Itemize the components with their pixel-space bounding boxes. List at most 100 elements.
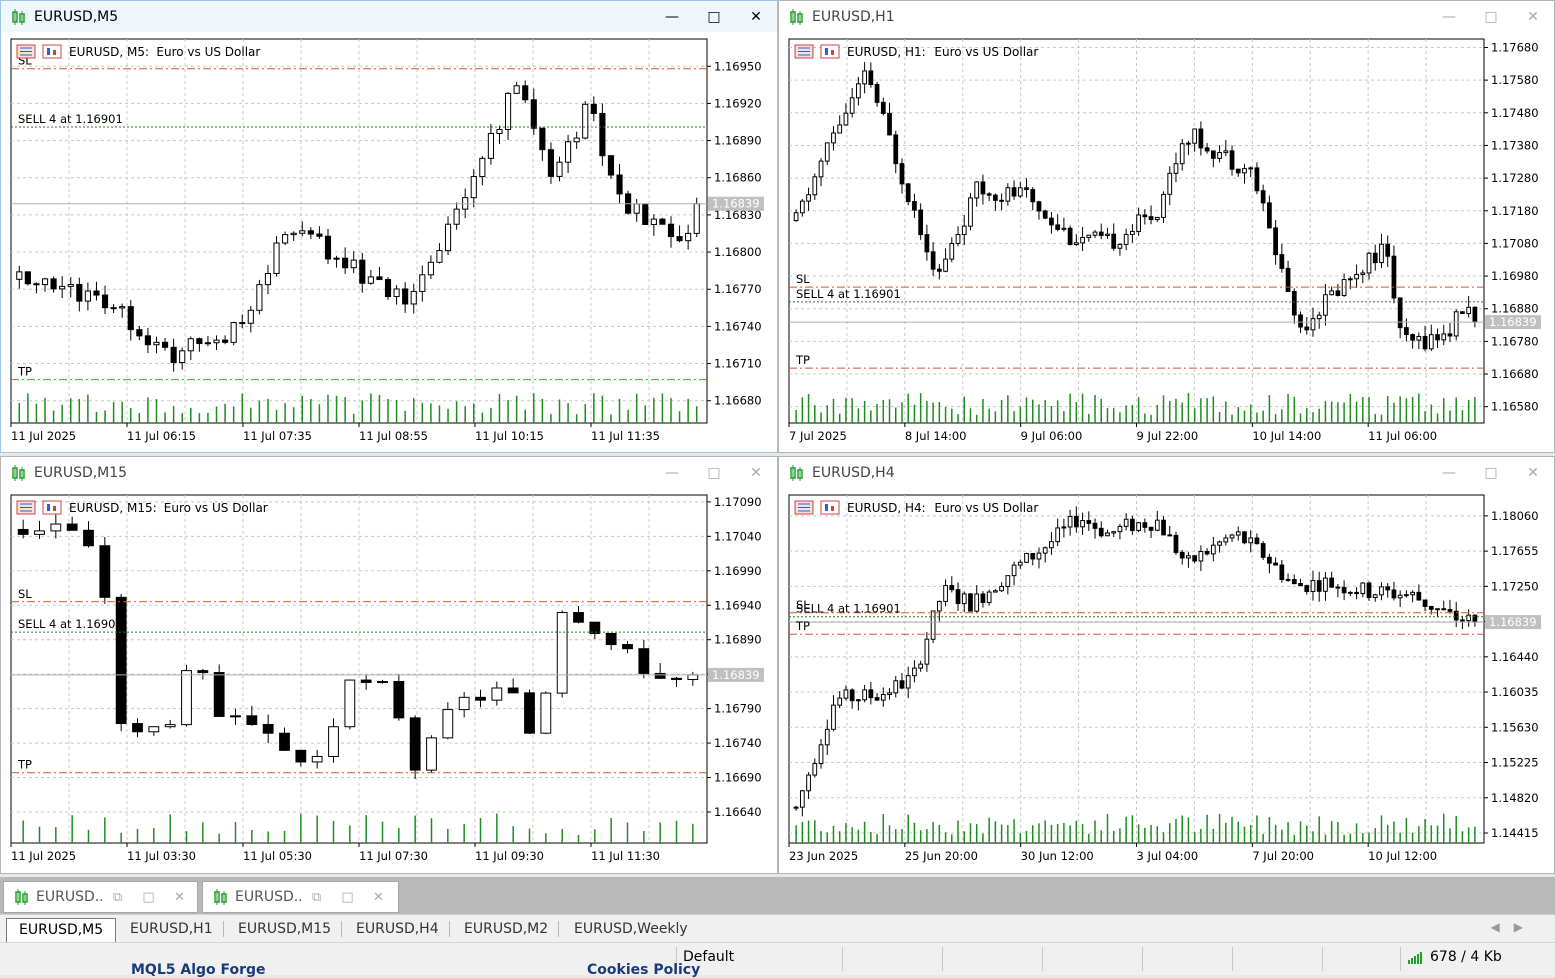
chart-window-h4[interactable]: EURUSD,H4 — □ ✕ 1.18060 1.17655 1.17250 1.1… bbox=[778, 456, 1555, 874]
candle-body bbox=[1260, 543, 1266, 558]
tab-eurusd-h1[interactable]: EURUSD,H1 bbox=[130, 921, 213, 937]
scroll-left-icon[interactable]: ◀ bbox=[1490, 920, 1514, 934]
price-chart[interactable]: 1.17680 1.17580 1.17480 1.17380 1.17280 1.171… bbox=[779, 32, 1554, 453]
candle-body bbox=[1372, 594, 1378, 598]
candle-body bbox=[868, 70, 874, 86]
candle-body bbox=[862, 70, 867, 85]
candle-body bbox=[256, 284, 263, 311]
maximize-icon[interactable]: □ bbox=[341, 889, 354, 905]
candle-body bbox=[547, 149, 555, 177]
close-icon[interactable]: ✕ bbox=[750, 464, 762, 481]
candle-body bbox=[359, 259, 366, 284]
candle-body bbox=[1030, 553, 1036, 560]
candle-body bbox=[402, 288, 409, 305]
candle-body bbox=[1123, 518, 1129, 527]
candle-body bbox=[1391, 255, 1397, 299]
y-tick-label: 1.16740 bbox=[714, 736, 762, 750]
maximize-icon[interactable]: □ bbox=[1484, 464, 1498, 481]
candle-body bbox=[905, 675, 911, 689]
chart-list-icon bbox=[794, 44, 814, 59]
candle-body bbox=[1310, 580, 1316, 592]
x-tick-label: 11 Jul 07:30 bbox=[359, 849, 428, 863]
candle-body bbox=[76, 283, 83, 302]
candle-body bbox=[1435, 334, 1440, 341]
close-icon[interactable]: ✕ bbox=[1527, 8, 1539, 25]
candle-body bbox=[993, 590, 998, 593]
candle-body bbox=[115, 596, 127, 725]
minimized-window-title: EURUSD... bbox=[235, 889, 301, 905]
window-titlebar[interactable]: EURUSD,H1 — □ ✕ bbox=[779, 1, 1554, 32]
candle-body bbox=[153, 341, 160, 346]
candle-body bbox=[1329, 577, 1335, 588]
candle-body bbox=[333, 257, 340, 260]
candle-body bbox=[1111, 233, 1117, 249]
price-chart[interactable]: 1.180601.176551.172501.168451.164401.160… bbox=[779, 488, 1554, 873]
tab-eurusd-h4[interactable]: EURUSD,H4 bbox=[356, 921, 439, 937]
minimize-icon[interactable]: — bbox=[1442, 8, 1456, 25]
y-tick-label: 1.17580 bbox=[1491, 73, 1539, 87]
candle-body bbox=[196, 338, 203, 345]
scroll-right-icon[interactable]: ▶ bbox=[1513, 920, 1537, 934]
candle-body bbox=[239, 322, 246, 325]
connection-status[interactable]: 678 / 4 Kb bbox=[1408, 949, 1502, 965]
x-tick-label: 11 Jul 2025 bbox=[11, 849, 76, 863]
minimize-icon[interactable]: — bbox=[665, 464, 679, 481]
maximize-icon[interactable]: □ bbox=[707, 8, 721, 25]
candle-body bbox=[393, 288, 400, 298]
minimized-window[interactable]: EURUSD... ⧉ □ ✕ bbox=[3, 881, 198, 913]
y-tick-label: 1.17480 bbox=[1491, 106, 1539, 120]
candle-body bbox=[504, 92, 512, 130]
candle-body bbox=[1435, 608, 1440, 611]
candle-body bbox=[1360, 582, 1366, 595]
maximize-icon[interactable]: □ bbox=[707, 464, 721, 481]
candle-body bbox=[693, 203, 700, 234]
tab-eurusd-m2[interactable]: EURUSD,M2 bbox=[464, 921, 549, 937]
chart-window-m15[interactable]: EURUSD,M15 — □ ✕ 1.17090 1.17040 1.16990 1.… bbox=[0, 456, 778, 874]
candle-body bbox=[1397, 594, 1403, 599]
chart-window-h1[interactable]: EURUSD,H1 — □ ✕ 1.17680 1.17580 1.17480 1.1… bbox=[778, 0, 1555, 453]
maximize-icon[interactable]: □ bbox=[1484, 8, 1498, 25]
candle-body bbox=[1179, 551, 1185, 559]
maximize-icon[interactable]: □ bbox=[142, 889, 155, 905]
close-icon[interactable]: ✕ bbox=[750, 8, 762, 25]
window-titlebar[interactable]: EURUSD,H4 — □ ✕ bbox=[779, 457, 1554, 488]
candle-body bbox=[1061, 526, 1067, 529]
candle-body bbox=[642, 203, 649, 225]
price-chart[interactable]: 1.169501.169201.168901.168601.168301.168… bbox=[1, 32, 777, 453]
candle-body bbox=[101, 294, 109, 309]
candle-body bbox=[582, 103, 589, 139]
close-icon[interactable]: ✕ bbox=[1527, 464, 1539, 481]
restore-icon[interactable]: ⧉ bbox=[311, 889, 322, 905]
window-titlebar[interactable]: EURUSD,M5 — □ ✕ bbox=[1, 1, 777, 32]
candle-body bbox=[24, 271, 31, 285]
candle-body bbox=[50, 523, 62, 532]
candle-body bbox=[1086, 520, 1092, 524]
candle-body bbox=[590, 103, 597, 114]
candle-body bbox=[487, 132, 494, 159]
candle-body bbox=[436, 250, 443, 263]
tab-eurusd-m5[interactable]: EURUSD,M5 bbox=[6, 918, 117, 942]
minimized-window[interactable]: EURUSD... ⧉ □ ✕ bbox=[202, 881, 399, 913]
candle-body bbox=[912, 201, 917, 211]
x-tick-label: 9 Jul 22:00 bbox=[1137, 429, 1199, 443]
profile-name[interactable]: Default bbox=[683, 949, 735, 965]
candle-body bbox=[1055, 224, 1061, 230]
tab-eurusd-weekly[interactable]: EURUSD,Weekly bbox=[574, 921, 688, 937]
close-icon[interactable]: ✕ bbox=[373, 889, 384, 905]
candle-body bbox=[831, 704, 836, 730]
tab-eurusd-m15[interactable]: EURUSD,M15 bbox=[238, 921, 332, 937]
chart-window-m5[interactable]: EURUSD,M5 — □ ✕ 1.16950 1.16920 1.16890 1.1… bbox=[0, 0, 778, 453]
window-titlebar[interactable]: EURUSD,M15 — □ ✕ bbox=[1, 457, 777, 488]
candle-body bbox=[1397, 297, 1403, 329]
candle-body bbox=[880, 101, 886, 114]
price-chart[interactable]: 1.17090 1.17040 1.16990 1.16940 1.16890 1.168… bbox=[1, 488, 777, 873]
candle-body bbox=[905, 183, 911, 203]
candle-body bbox=[1049, 541, 1054, 549]
minimize-icon[interactable]: — bbox=[665, 8, 679, 25]
close-icon[interactable]: ✕ bbox=[174, 889, 185, 905]
restore-icon[interactable]: ⧉ bbox=[112, 889, 123, 905]
minimize-icon[interactable]: — bbox=[1442, 464, 1456, 481]
candle-body bbox=[282, 234, 289, 244]
x-tick-label: 11 Jul 07:35 bbox=[243, 429, 312, 443]
candle-body bbox=[899, 163, 905, 185]
